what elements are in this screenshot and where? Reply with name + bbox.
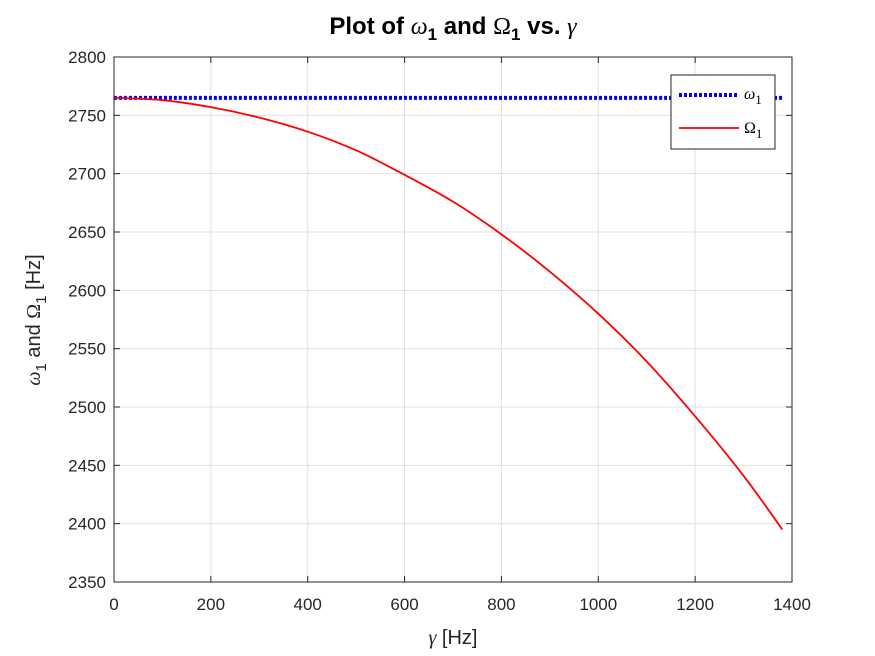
y-tick-label: 2800 [68,48,106,67]
x-tick-label: 400 [294,595,322,614]
y-tick-label: 2750 [68,106,106,125]
y-tick-labels: 2350 2400 2450 2500 2550 2600 2650 2700 2750 2800 [68,48,106,592]
legend-box [670,74,776,150]
y-tick-label: 2550 [68,340,106,359]
ticks [113,56,793,583]
x-tick-label: 1200 [676,595,714,614]
chart-title: Plot of ω1 and Ω1 vs. γ [329,13,577,44]
x-tick-labels: 0 200 400 600 800 1000 1200 1400 [109,595,811,614]
x-tick-label: 800 [487,595,515,614]
y-axis-label: ω1 and Ω1 [Hz] [23,254,50,385]
series-line-1 [113,96,784,531]
y-tick-label: 2600 [68,281,106,300]
axes-box [113,56,793,583]
x-tick-label: 600 [390,595,418,614]
legend-label-omega: ω1 [744,86,762,107]
x-axis-label: γ [Hz] [428,627,477,649]
y-tick-label: 2400 [68,515,106,534]
y-tick-label: 2650 [68,223,106,242]
y-tick-label: 2500 [68,398,106,417]
y-tick-label: 2450 [68,456,106,475]
legend: ω1 Ω1 [670,74,776,150]
x-tick-label: 1000 [579,595,617,614]
legend-label-big-omega: Ω1 [744,120,762,141]
y-tick-label: 2700 [68,165,106,184]
y-tick-label: 2350 [68,573,106,592]
x-tick-label: 200 [197,595,225,614]
x-tick-label: 0 [109,595,118,614]
x-tick-label: 1400 [773,595,811,614]
